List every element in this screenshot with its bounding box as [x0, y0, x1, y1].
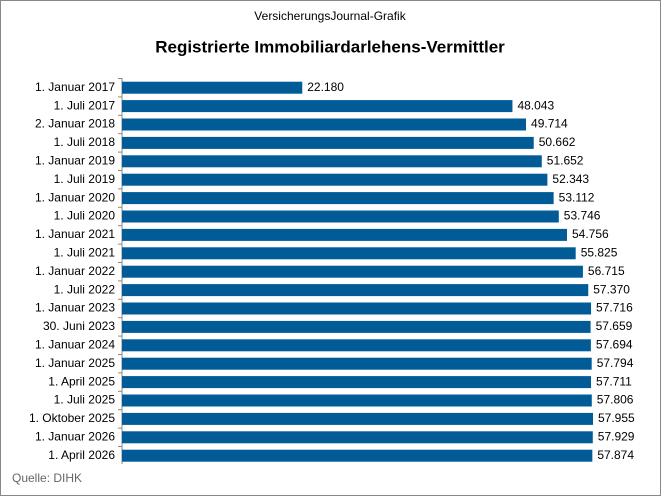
value-label: 53.112	[559, 190, 595, 204]
value-label: 48.043	[517, 98, 554, 112]
bar	[122, 173, 548, 186]
value-label: 57.794	[597, 356, 634, 370]
bar	[122, 339, 591, 352]
bar	[122, 449, 593, 462]
bar	[122, 136, 534, 149]
value-label: 49.714	[531, 117, 568, 131]
bar	[122, 228, 568, 241]
y-tick-label: 2. Januar 2018	[35, 117, 115, 131]
bar	[122, 81, 303, 94]
value-label: 55.825	[581, 245, 618, 259]
value-label: 57.874	[597, 448, 634, 462]
y-tick-label: 1. Juli 2017	[54, 98, 116, 112]
y-tick-label: 1. Januar 2020	[35, 190, 115, 204]
bar	[122, 412, 593, 425]
bar	[122, 155, 542, 168]
y-tick-label: 1. Oktober 2025	[29, 411, 115, 425]
value-label: 57.711	[596, 374, 632, 388]
value-label: 57.716	[596, 301, 633, 315]
bar	[122, 357, 592, 370]
value-label: 57.370	[593, 282, 630, 296]
bar	[122, 320, 591, 333]
bar	[122, 210, 559, 223]
chart-title: Registrierte Immobiliardarlehens-Vermitt…	[155, 37, 505, 56]
bar	[122, 192, 554, 205]
y-tick-label: 1. Januar 2026	[35, 429, 115, 443]
value-label: 57.659	[596, 319, 633, 333]
source: Quelle: DIHK	[12, 471, 82, 485]
y-tick-label: 1. Januar 2017	[35, 80, 115, 94]
value-label: 54.756	[572, 227, 609, 241]
value-label: 56.715	[588, 264, 625, 278]
y-tick-label: 1. Januar 2025	[35, 356, 115, 370]
y-tick-label: 1. April 2026	[48, 448, 115, 462]
y-tick-label: 1. Juli 2025	[54, 393, 116, 407]
y-tick-label: 1. Januar 2024	[35, 337, 115, 351]
value-label: 50.662	[539, 135, 576, 149]
bar	[122, 247, 576, 260]
bar	[122, 284, 589, 297]
y-tick-label: 1. Januar 2023	[35, 301, 115, 315]
bar	[122, 394, 592, 407]
value-label: 53.746	[564, 209, 601, 223]
y-tick-label: 1. Juli 2021	[54, 245, 116, 259]
y-tick-label: 30. Juni 2023	[43, 319, 115, 333]
y-tick-label: 1. Januar 2021	[35, 227, 115, 241]
bar	[122, 118, 527, 131]
value-label: 57.929	[598, 429, 635, 443]
value-label: 57.955	[598, 411, 635, 425]
chart-header: VersicherungsJournal-Grafik	[254, 9, 406, 23]
value-label: 57.694	[596, 337, 633, 351]
bar	[122, 376, 592, 389]
bar	[122, 302, 592, 315]
value-label: 52.343	[552, 172, 589, 186]
value-label: 22.180	[307, 80, 344, 94]
bar	[122, 431, 593, 444]
bar	[122, 100, 513, 113]
y-tick-label: 1. Januar 2022	[35, 264, 115, 278]
y-tick-label: 1. Juli 2020	[54, 209, 116, 223]
y-tick-label: 1. Juli 2019	[54, 172, 116, 186]
y-tick-label: 1. April 2025	[48, 374, 115, 388]
value-label: 51.652	[547, 153, 584, 167]
value-label: 57.806	[597, 393, 634, 407]
y-tick-label: 1. Juli 2018	[54, 135, 116, 149]
bar	[122, 265, 583, 278]
y-tick-label: 1. Juli 2022	[54, 282, 116, 296]
y-tick-label: 1. Januar 2019	[35, 153, 115, 167]
